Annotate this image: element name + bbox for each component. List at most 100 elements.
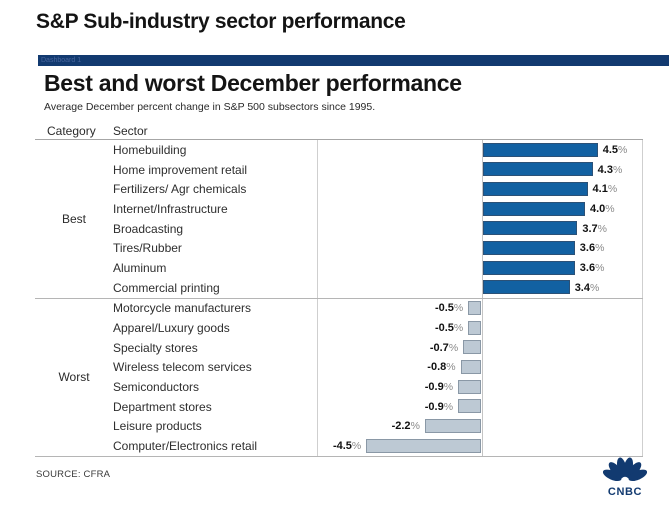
category-cell [35, 278, 113, 298]
table-row: Internet/Infrastructure 4.0% [35, 199, 643, 219]
bar-cell: -0.9% [317, 396, 643, 417]
bar-cell: 4.0% [317, 199, 643, 219]
bar[interactable] [424, 419, 481, 434]
sector-label: Broadcasting [113, 221, 184, 236]
bar[interactable] [460, 360, 481, 375]
value-label: 3.6% [579, 261, 605, 274]
sector-label: Department stores [113, 399, 212, 414]
bar-cell: -0.5% [317, 318, 643, 338]
sector-label: Computer/Electronics retail [113, 439, 258, 454]
sector-label: Specialty stores [113, 340, 198, 355]
sector-label: Apparel/Luxury goods [113, 321, 230, 336]
table-row: Motorcycle manufacturers -0.5% [35, 298, 643, 319]
bar[interactable] [483, 280, 570, 295]
category-cell [35, 397, 113, 417]
category-cell [35, 160, 113, 180]
value-label: -0.5% [434, 322, 464, 335]
dashboard-tab[interactable]: Dashboard 1 [41, 57, 82, 64]
chart-table: Category Sector Best Homebuilding 4.5% H… [35, 125, 643, 457]
column-header-category: Category [47, 124, 96, 138]
bar-cell: 3.6% [317, 238, 643, 259]
category-label-worst: Worst [58, 370, 90, 385]
value-label: -4.5% [332, 440, 362, 453]
value-label: 3.4% [574, 281, 600, 294]
bar-cell: -0.7% [317, 337, 643, 358]
bar[interactable] [483, 260, 575, 275]
zero-axis-line [482, 140, 483, 298]
cnbc-logo: CNBC [601, 455, 649, 498]
bar-cell: -2.2% [317, 416, 643, 437]
category-cell [35, 318, 113, 338]
sector-label: Home improvement retail [113, 162, 248, 177]
cnbc-wordmark: CNBC [607, 486, 643, 498]
bar[interactable] [483, 142, 598, 157]
category-cell [35, 338, 113, 358]
zero-axis-line [482, 298, 483, 456]
bar[interactable] [468, 320, 481, 335]
dashboard-tab-bar: Dashboard 1 [38, 55, 669, 66]
value-label: -0.5% [434, 302, 464, 315]
category-cell [35, 299, 113, 319]
bar[interactable] [483, 240, 575, 255]
value-label: 3.6% [579, 242, 605, 255]
table-row: Department stores -0.9% [35, 396, 643, 417]
category-cell [35, 140, 113, 160]
bar[interactable] [458, 379, 481, 394]
table-row: Broadcasting 3.7% [35, 218, 643, 239]
table-row: Computer/Electronics retail -4.5% [35, 436, 643, 456]
table-row: Apparel/Luxury goods -0.5% [35, 318, 643, 338]
chart-title: Best and worst December performance [44, 70, 462, 96]
table-row: Commercial printing 3.4% [35, 277, 643, 298]
sector-label: Tires/Rubber [113, 241, 182, 256]
sector-label: Wireless telecom services [113, 360, 252, 375]
value-label: -0.8% [427, 361, 456, 374]
bar[interactable] [483, 201, 585, 216]
bar[interactable] [366, 438, 481, 453]
sector-label: Semiconductors [113, 380, 200, 395]
value-label: 4.3% [597, 163, 623, 176]
group-best: Best Homebuilding 4.5% Home improvement … [35, 140, 643, 299]
bar-cell: 3.6% [317, 258, 643, 278]
category-cell [35, 238, 113, 258]
bar[interactable] [483, 162, 593, 177]
source-label: SOURCE: CFRA [36, 469, 111, 480]
bar[interactable] [483, 181, 588, 196]
table-row: Specialty stores -0.7% [35, 337, 643, 358]
value-label: 4.1% [592, 183, 618, 196]
bar-cell: -0.8% [317, 357, 643, 378]
sector-label: Leisure products [113, 419, 202, 434]
table-row: Leisure products -2.2% [35, 416, 643, 437]
page-title: S&P Sub-industry sector performance [36, 10, 406, 33]
bar-cell: -4.5% [317, 436, 643, 456]
table-row: Wireless telecom services -0.8% [35, 357, 643, 378]
value-label: -0.7% [429, 341, 459, 354]
bar[interactable] [463, 340, 481, 355]
table-row: Home improvement retail 4.3% [35, 159, 643, 180]
category-cell [35, 436, 113, 456]
bar-cell: -0.9% [317, 377, 643, 397]
sector-label: Fertilizers/ Agr chemicals [113, 182, 247, 197]
value-label: 4.5% [602, 143, 628, 156]
bar[interactable] [483, 221, 578, 236]
table-row: Homebuilding 4.5% [35, 140, 643, 160]
sector-label: Homebuilding [113, 142, 187, 157]
value-label: -2.2% [391, 420, 420, 433]
sector-label: Motorcycle manufacturers [113, 301, 252, 316]
table-row: Aluminum 3.6% [35, 258, 643, 278]
bar-cell: 3.7% [317, 218, 643, 239]
table-row: Tires/Rubber 3.6% [35, 238, 643, 259]
column-header-sector: Sector [113, 124, 148, 138]
table-row: Semiconductors -0.9% [35, 377, 643, 397]
category-cell [35, 179, 113, 199]
category-cell [35, 258, 113, 278]
group-worst: Worst Motorcycle manufacturers -0.5% App… [35, 298, 643, 457]
category-label-best: Best [61, 211, 86, 226]
table-row: Fertilizers/ Agr chemicals 4.1% [35, 179, 643, 200]
sector-label: Internet/Infrastructure [113, 201, 228, 216]
bar[interactable] [458, 399, 481, 414]
bar-cell: 4.1% [317, 179, 643, 200]
bar[interactable] [468, 301, 481, 315]
table-header: Category Sector [35, 125, 643, 140]
bar-cell: -0.5% [317, 298, 643, 319]
